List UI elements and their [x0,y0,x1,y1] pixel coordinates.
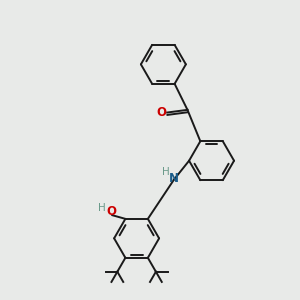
Text: O: O [106,205,116,218]
Text: H: H [98,202,106,213]
Text: H: H [162,167,170,177]
Text: N: N [169,172,178,185]
Text: O: O [157,106,167,119]
